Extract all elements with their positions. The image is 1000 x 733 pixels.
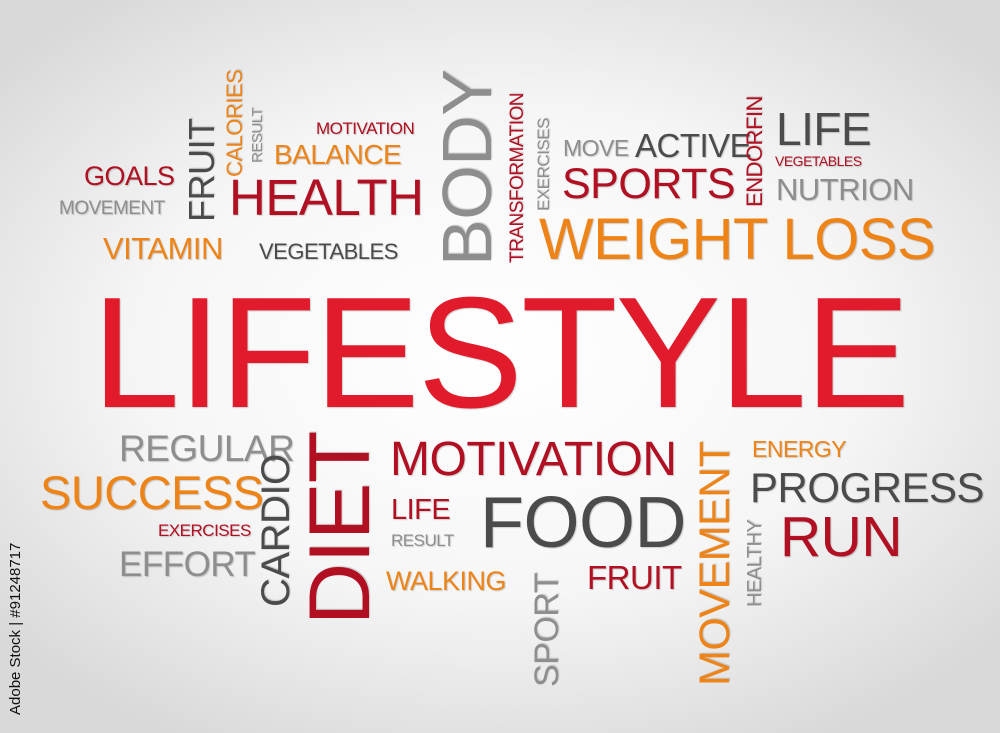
word-result-vertical: RESULT <box>249 107 266 163</box>
word-vegetables-small: VEGETABLES <box>775 153 862 169</box>
word-life-top: LIFE <box>776 103 872 155</box>
word-effort: EFFORT <box>119 545 256 584</box>
word-sports: SPORTS <box>562 160 736 208</box>
word-vitamin: VITAMIN <box>103 231 223 266</box>
word-result-mid: RESULT <box>391 531 454 550</box>
word-movement: MOVEMENT <box>59 198 165 219</box>
word-food: FOOD <box>480 483 686 563</box>
word-success: SUCCESS <box>40 466 264 519</box>
word-transformation: TRANSFORMATION <box>507 93 528 263</box>
word-vegetables: VEGETABLES <box>259 239 398 264</box>
word-body: BODY <box>428 69 506 266</box>
word-weight-loss: WEIGHT LOSS <box>539 207 936 272</box>
word-nutrion: NUTRION <box>776 172 914 207</box>
word-fruit-vertical: FRUIT <box>181 118 222 222</box>
word-health: HEALTH <box>229 169 424 226</box>
word-energy: ENERGY <box>752 436 847 462</box>
word-exercises-small: EXERCISES <box>158 521 251 540</box>
word-lifestyle: LIFESTYLE <box>92 265 910 441</box>
word-calories: CALORIES <box>222 69 247 177</box>
word-cardio: CARDIO <box>254 454 298 607</box>
word-life-mid: LIFE <box>391 494 451 526</box>
word-exercises-vertical: EXERCISES <box>534 118 553 211</box>
word-motivation-large: MOTIVATION <box>390 433 677 486</box>
word-balance: BALANCE <box>274 139 402 170</box>
stock-image-id: Adobe Stock | #91248717 <box>7 542 24 715</box>
word-motivation-small: MOTIVATION <box>316 119 415 138</box>
word-regular: REGULAR <box>119 428 295 469</box>
word-endorfin: ENDORFIN <box>742 96 767 207</box>
word-goals: GOALS <box>84 161 175 191</box>
word-walking: WALKING <box>386 566 507 596</box>
word-healthy: HEALTHY <box>744 519 766 607</box>
word-run: RUN <box>780 505 903 569</box>
word-active: ACTIVE <box>635 127 752 164</box>
word-fruit-mid: FRUIT <box>587 559 682 596</box>
word-diet: DIET <box>292 431 388 625</box>
word-movement-vertical: MOVEMENT <box>691 441 739 686</box>
word-move: MOVE <box>563 135 629 161</box>
word-sport: SPORT <box>528 572 566 687</box>
word-progress: PROGRESS <box>750 464 985 511</box>
